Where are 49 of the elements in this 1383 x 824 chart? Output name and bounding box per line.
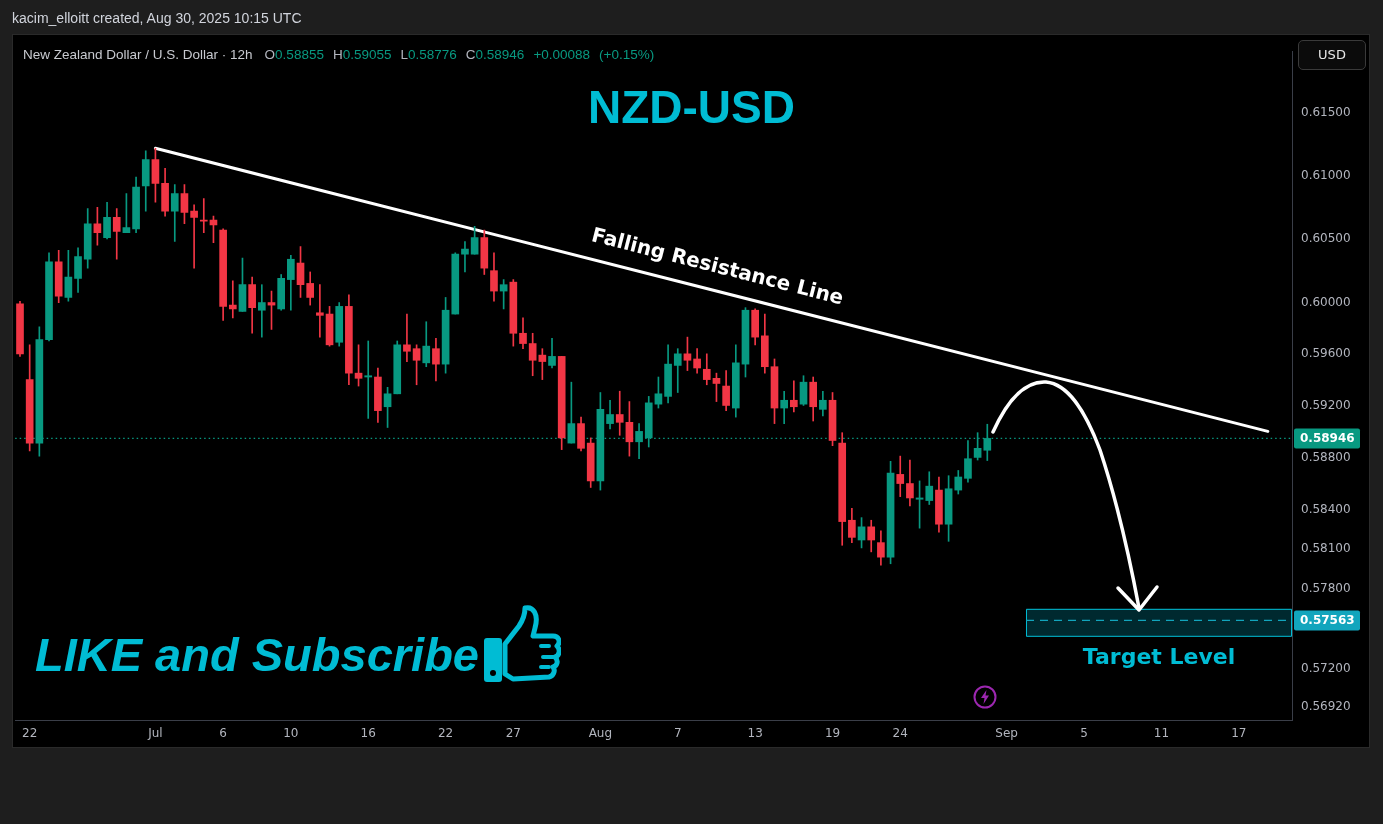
x-tick-label: 13 bbox=[747, 726, 763, 741]
y-tick-label: 0.60500 bbox=[1301, 231, 1351, 246]
x-tick-label: Sep bbox=[995, 726, 1018, 741]
x-tick-label: 11 bbox=[1153, 726, 1170, 741]
y-tick-label: 0.57800 bbox=[1301, 581, 1351, 596]
y-tick-label: 0.58100 bbox=[1301, 541, 1351, 556]
x-tick-label: 19 bbox=[824, 726, 841, 741]
y-tick-label: 0.61500 bbox=[1301, 105, 1351, 120]
band-label: Target Level bbox=[1082, 643, 1236, 669]
candlestick bbox=[258, 284, 266, 338]
x-tick-label: 17 bbox=[1231, 726, 1247, 741]
y-tick-label: 0.58400 bbox=[1301, 501, 1351, 516]
x-tick-label: 5 bbox=[1080, 726, 1088, 741]
y-tick-label: 0.56920 bbox=[1301, 698, 1351, 713]
x-tick-label: 7 bbox=[673, 726, 682, 741]
y-tick-label: 0.59200 bbox=[1301, 397, 1351, 412]
x-tick-label: 22 bbox=[437, 726, 454, 741]
x-tick-label: 24 bbox=[892, 726, 908, 741]
y-tick-label: 0.60000 bbox=[1301, 294, 1351, 309]
x-tick-label: Aug bbox=[588, 726, 613, 741]
y-tick-label: 0.58800 bbox=[1301, 449, 1351, 464]
candlestick bbox=[228, 280, 237, 319]
x-tick-label: 6 bbox=[219, 726, 227, 741]
y-tick-label: 0.61000 bbox=[1301, 167, 1351, 182]
x-tick-label: Jul bbox=[147, 726, 163, 741]
x-tick-label: 16 bbox=[360, 726, 376, 741]
x-tick-label: 22 bbox=[22, 726, 38, 741]
chart-subtitle: New Zealand Dollar / U.S. Dollar · 12h bbox=[23, 47, 253, 62]
candlestick bbox=[780, 390, 788, 424]
y-axis-title: USD bbox=[1298, 40, 1366, 70]
candlestick bbox=[364, 340, 373, 419]
text: kacim_elloitt created, Aug 30, 2025 10:15 UTC bbox=[12, 9, 302, 27]
ref-line-label: 0.58946 bbox=[1300, 431, 1355, 446]
candlestick bbox=[316, 284, 324, 338]
candlestick bbox=[403, 313, 411, 362]
candlestick bbox=[461, 241, 469, 273]
candlestick bbox=[199, 198, 208, 233]
text: O0.58855 H0.59055 L0.58776 C0.58946 +0.00088 (+0.15%) bbox=[264, 47, 655, 62]
y-tick-label: 0.57200 bbox=[1301, 661, 1351, 676]
candlestick bbox=[190, 204, 198, 269]
x-tick-label: 27 bbox=[505, 726, 521, 741]
text: NZD-USD bbox=[588, 81, 795, 133]
x-tick-label: 10 bbox=[283, 726, 299, 741]
candlestick bbox=[615, 390, 624, 436]
annotation: LIKE and Subscribe bbox=[35, 628, 479, 681]
candlestick bbox=[896, 455, 905, 497]
candlestick bbox=[790, 380, 798, 413]
y-tick-label: 0.59600 bbox=[1301, 345, 1351, 360]
ref-line-label: 0.57563 bbox=[1300, 613, 1355, 628]
